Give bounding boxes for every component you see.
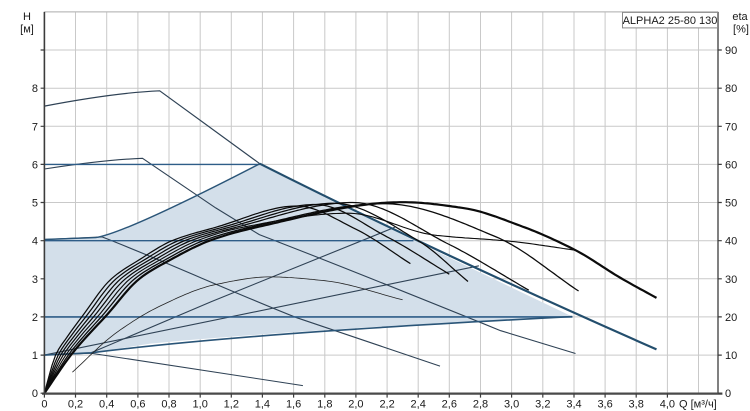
svg-text:1: 1: [32, 350, 38, 362]
svg-text:[м]: [м]: [20, 24, 34, 36]
svg-text:4,0: 4,0: [660, 399, 675, 411]
svg-text:4: 4: [32, 236, 38, 248]
svg-text:[%]: [%]: [733, 24, 749, 36]
svg-text:5: 5: [32, 198, 38, 210]
svg-text:70: 70: [725, 121, 737, 133]
svg-text:2,4: 2,4: [411, 399, 426, 411]
svg-text:6: 6: [32, 159, 38, 171]
svg-text:H: H: [23, 11, 31, 23]
svg-text:0: 0: [41, 399, 47, 411]
svg-text:3,6: 3,6: [597, 399, 612, 411]
svg-text:0,6: 0,6: [130, 399, 145, 411]
svg-text:40: 40: [725, 236, 737, 248]
svg-text:10: 10: [725, 350, 737, 362]
svg-text:80: 80: [725, 83, 737, 95]
svg-text:0,8: 0,8: [161, 399, 176, 411]
svg-text:eta: eta: [732, 11, 748, 23]
svg-text:30: 30: [725, 274, 737, 286]
svg-text:0,2: 0,2: [68, 399, 83, 411]
svg-text:ALPHA2 25-80 130: ALPHA2 25-80 130: [623, 15, 718, 27]
svg-text:3,0: 3,0: [504, 399, 519, 411]
svg-text:1,0: 1,0: [193, 399, 208, 411]
svg-text:0: 0: [725, 388, 731, 400]
svg-text:2: 2: [32, 312, 38, 324]
svg-text:20: 20: [725, 312, 737, 324]
svg-text:3,8: 3,8: [629, 399, 644, 411]
svg-text:1,4: 1,4: [255, 399, 270, 411]
svg-text:1,8: 1,8: [317, 399, 332, 411]
svg-text:8: 8: [32, 83, 38, 95]
svg-text:2,2: 2,2: [379, 399, 394, 411]
svg-text:0: 0: [32, 388, 38, 400]
svg-text:1,6: 1,6: [286, 399, 301, 411]
svg-text:3,4: 3,4: [566, 399, 581, 411]
svg-text:0,4: 0,4: [99, 399, 114, 411]
svg-text:60: 60: [725, 159, 737, 171]
svg-text:2,6: 2,6: [442, 399, 457, 411]
svg-text:1,2: 1,2: [224, 399, 239, 411]
svg-text:50: 50: [725, 198, 737, 210]
svg-text:2,0: 2,0: [348, 399, 363, 411]
svg-text:3,2: 3,2: [535, 399, 550, 411]
svg-text:Q [м³/ч]: Q [м³/ч]: [679, 399, 717, 411]
svg-text:7: 7: [32, 121, 38, 133]
svg-text:2,8: 2,8: [473, 399, 488, 411]
svg-text:3: 3: [32, 274, 38, 286]
svg-text:90: 90: [725, 45, 737, 57]
